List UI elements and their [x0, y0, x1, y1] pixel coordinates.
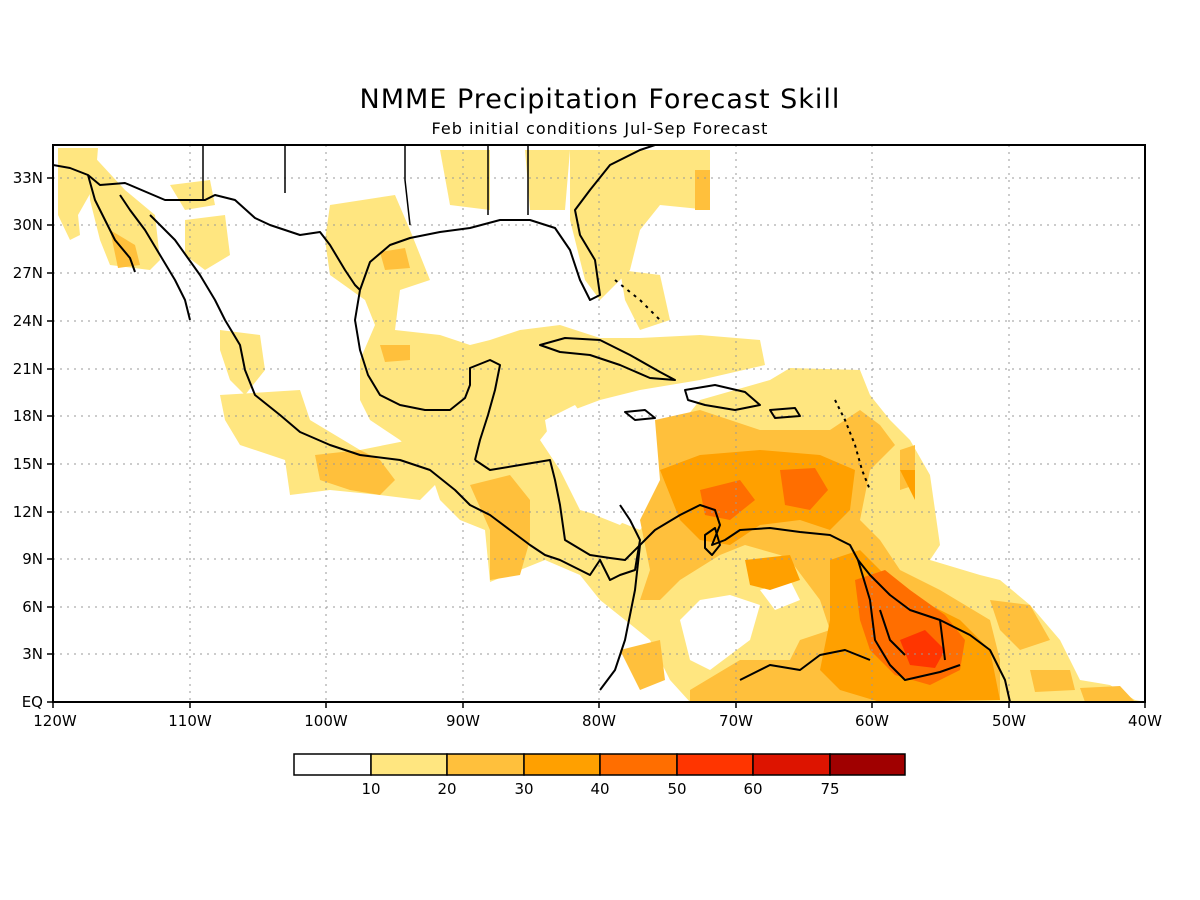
lon-label: 60W	[855, 712, 889, 730]
colorbar-bin-3	[523, 753, 601, 776]
colorbar-label: 10	[361, 780, 380, 798]
lat-label: EQ	[22, 693, 43, 711]
colorbar-bin-7	[829, 753, 906, 776]
lon-label: 70W	[719, 712, 753, 730]
tick-marks	[47, 177, 1146, 708]
colorbar	[293, 753, 906, 776]
colorbar-bin-2	[446, 753, 525, 776]
lat-label: 18N	[13, 407, 43, 425]
colorbar-bin-0	[293, 753, 372, 776]
coastlines	[53, 145, 1011, 702]
colorbar-label: 20	[437, 780, 456, 798]
map-title: NMME Precipitation Forecast Skill	[359, 84, 841, 115]
lon-label: 110W	[168, 712, 212, 730]
lat-label: 6N	[22, 598, 43, 616]
lat-label: 27N	[13, 264, 43, 282]
colorbar-label: 30	[514, 780, 533, 798]
lat-labels: 33N 30N 27N 24N 21N 18N 15N 12N 9N 6N 3N…	[13, 169, 43, 711]
lat-label: 15N	[13, 455, 43, 473]
graticule	[53, 145, 1145, 702]
lat-label: 3N	[22, 645, 43, 663]
map-subtitle: Feb initial conditions Jul-Sep Forecast	[431, 119, 769, 138]
skill-shading	[58, 148, 1145, 702]
lon-label: 100W	[304, 712, 348, 730]
colorbar-bin-4	[599, 753, 678, 776]
skill-level-50	[900, 630, 945, 668]
lon-label: 80W	[582, 712, 616, 730]
colorbar-label: 40	[590, 780, 609, 798]
colorbar-bin-6	[752, 753, 831, 776]
lat-label: 33N	[13, 169, 43, 187]
colorbar-bin-1	[370, 753, 448, 776]
lat-label: 12N	[13, 503, 43, 521]
colorbar-label: 60	[743, 780, 762, 798]
lat-label: 9N	[22, 550, 43, 568]
lon-labels: 120W 110W 100W 90W 80W 70W 60W 50W 40W	[33, 712, 1162, 730]
lon-label: 40W	[1128, 712, 1162, 730]
colorbar-bin-5	[676, 753, 754, 776]
colorbar-label: 50	[667, 780, 686, 798]
lon-label: 120W	[33, 712, 77, 730]
colorbar-label: 75	[820, 780, 839, 798]
lon-label: 90W	[446, 712, 480, 730]
lat-label: 21N	[13, 360, 43, 378]
lat-label: 24N	[13, 312, 43, 330]
lon-label: 50W	[992, 712, 1026, 730]
lat-label: 30N	[13, 216, 43, 234]
colorbar-labels: 10 20 30 40 50 60 75	[361, 780, 839, 798]
